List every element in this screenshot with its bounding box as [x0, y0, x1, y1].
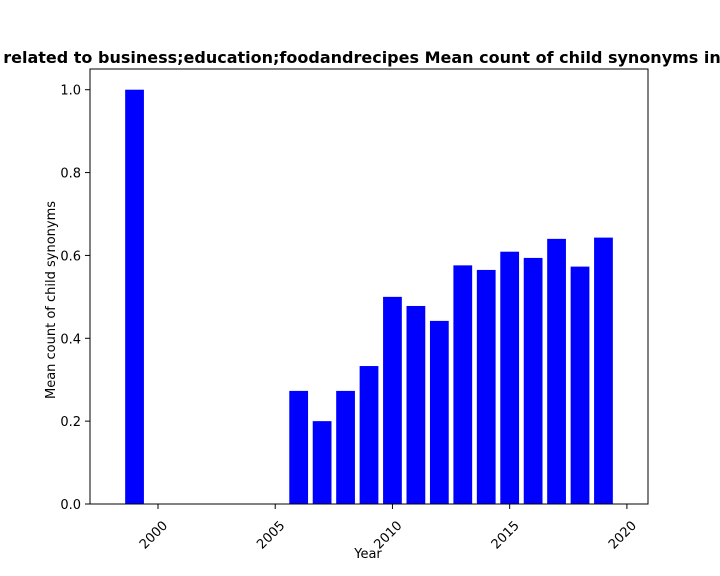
bar-2013	[453, 265, 473, 504]
bars-group	[125, 89, 613, 505]
bar-2008	[336, 390, 355, 504]
y-tick-label: 0.2	[60, 415, 81, 430]
bar-2006	[289, 390, 309, 504]
bar-2017	[547, 238, 566, 505]
bar-2009	[359, 366, 379, 504]
y-tick-label: 0.6	[60, 249, 81, 264]
bar-2007	[312, 421, 332, 504]
x-tick-label: 2015	[489, 518, 523, 552]
bar-2016	[523, 257, 543, 504]
x-axis-label: Year	[353, 547, 382, 562]
chart-title: related to business;education;foodandrec…	[3, 48, 720, 67]
plot-area-frame	[89, 68, 649, 505]
bar-2012	[429, 320, 449, 504]
x-tick-label: 2020	[606, 518, 640, 552]
y-tick-label: 1.0	[60, 84, 81, 99]
bar-2014	[476, 269, 496, 504]
bar-2019	[594, 237, 613, 505]
y-tick-label: 0.8	[60, 167, 81, 182]
x-tick-label: 2005	[254, 518, 288, 552]
y-tick-label: 0.0	[60, 498, 81, 513]
bar-2018	[570, 266, 590, 504]
bar-2011	[406, 305, 426, 504]
x-axis: 2000 2005 2010 2015 2020	[137, 504, 640, 552]
bar-2015	[500, 251, 520, 504]
bar-2010	[383, 296, 402, 504]
bar-1999	[125, 89, 144, 505]
y-tick-label: 0.4	[60, 332, 81, 347]
x-tick-label: 2000	[137, 518, 171, 552]
y-axis-label: Mean count of child synonyms	[44, 201, 59, 399]
y-axis: 0.0 0.2 0.4 0.6 0.8 1.0	[60, 84, 90, 513]
